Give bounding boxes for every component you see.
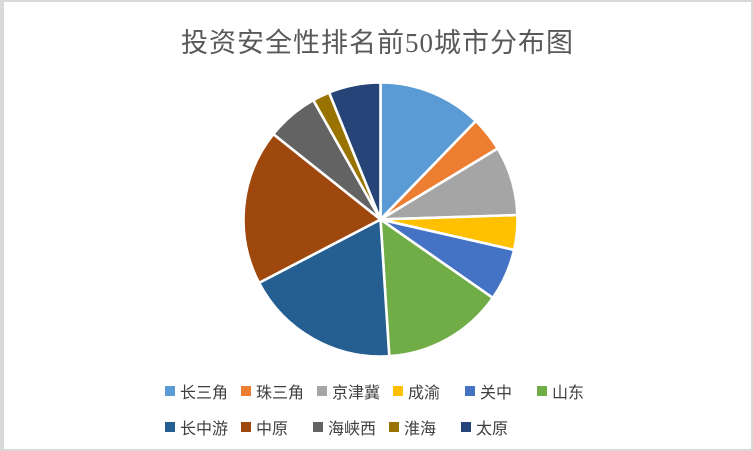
legend-row-2: 长中游 中原 海峡西 淮海 太原	[165, 415, 625, 439]
legend-label: 长三角	[180, 385, 229, 402]
legend-label: 成渝	[408, 385, 441, 402]
chart-legend: 长三角 珠三角 京津冀 成渝 关中 山东长中游 中原 海峡西 淮海 太原	[165, 379, 625, 439]
legend-label: 山东	[552, 385, 585, 402]
pie-slice-太原[interactable]	[327, 81, 382, 221]
legend-item-中原[interactable]: 中原	[241, 415, 300, 439]
legend-item-山东[interactable]: 山东	[537, 379, 596, 403]
legend-swatch-icon	[461, 422, 472, 432]
legend-item-淮海[interactable]: 淮海	[389, 415, 448, 439]
legend-label: 中原	[256, 421, 289, 438]
legend-item-珠三角[interactable]: 珠三角	[241, 379, 304, 403]
legend-swatch-icon	[393, 386, 404, 396]
legend-swatch-icon	[165, 422, 175, 432]
legend-row-1: 长三角 珠三角 京津冀 成渝 关中 山东	[165, 379, 625, 403]
legend-swatch-icon	[313, 422, 324, 432]
legend-label: 关中	[480, 385, 513, 402]
pie-slice-长中游[interactable]	[257, 218, 391, 358]
chart-title: 投资安全性排名前50城市分布图	[181, 28, 574, 58]
legend-item-长中游[interactable]: 长中游	[165, 415, 228, 439]
legend-label: 太原	[476, 421, 509, 438]
legend-swatch-icon	[317, 386, 328, 396]
legend-label: 海峡西	[328, 421, 377, 438]
pie-slice-长三角[interactable]	[379, 81, 478, 221]
legend-swatch-icon	[165, 386, 175, 396]
legend-item-关中[interactable]: 关中	[465, 379, 524, 403]
legend-item-海峡西[interactable]: 海峡西	[313, 415, 376, 439]
legend-label: 珠三角	[256, 385, 305, 402]
legend-swatch-icon	[241, 386, 252, 396]
legend-swatch-icon	[241, 422, 252, 432]
pie-slice-中原[interactable]	[242, 132, 382, 285]
legend-label: 淮海	[404, 421, 437, 438]
legend-swatch-icon	[465, 386, 476, 396]
legend-item-京津冀[interactable]: 京津冀	[317, 379, 380, 403]
legend-item-太原[interactable]: 太原	[461, 415, 520, 439]
legend-item-长三角[interactable]: 长三角	[165, 379, 228, 403]
pie-chart	[242, 81, 519, 358]
legend-label: 长中游	[180, 421, 229, 438]
pie-slice-山东[interactable]	[379, 218, 495, 358]
legend-swatch-icon	[389, 422, 400, 432]
legend-label: 京津冀	[332, 385, 381, 402]
legend-swatch-icon	[537, 386, 548, 396]
legend-item-成渝[interactable]: 成渝	[393, 379, 452, 403]
